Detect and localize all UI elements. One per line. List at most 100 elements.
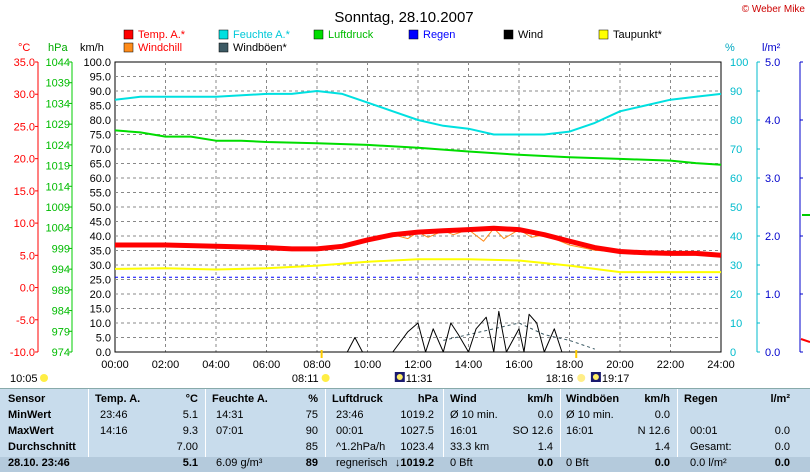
legend-label: Windböen*: [233, 42, 288, 54]
legend-swatch: [503, 29, 514, 40]
sun-moon-markers: 08:11 18:16 11:31 19:17 10:05: [10, 350, 629, 385]
table-cell: 16:01: [566, 425, 594, 437]
table-cell: 0 Bft: [450, 457, 473, 469]
wind-tick-label: 85.0: [90, 101, 111, 113]
rain-tick-label: 0.0: [765, 347, 780, 359]
table-cell: 90: [305, 425, 318, 437]
temp-tick-label: 15.0: [14, 186, 35, 198]
table-column-divider: [205, 389, 206, 472]
x-tick-label: 12:00: [404, 359, 432, 371]
humidity-tick-label: 50: [730, 202, 742, 214]
x-tick-label: 16:00: [505, 359, 533, 371]
sun-icon: [40, 374, 48, 382]
x-tick-label: 02:00: [152, 359, 180, 371]
table-cell: 0.0: [654, 457, 670, 469]
table-cell: 00:01: [690, 425, 718, 437]
wind-tick-label: 35.0: [90, 246, 111, 258]
pressure-tick-label: 1004: [46, 223, 70, 235]
temp-tick-label: 20.0: [14, 154, 35, 166]
x-tick-label: 00:00: [101, 359, 129, 371]
table-cell: °C: [185, 393, 198, 405]
left-time: 10:05: [10, 373, 38, 385]
sun-icon: [577, 374, 586, 382]
weather-chart: Sonntag, 28.10.2007 © Weber Mike Temp. A…: [10, 4, 810, 385]
temp-tick-label: 0.0: [20, 283, 35, 295]
temp-tick-label: 30.0: [14, 89, 35, 101]
wind-tick-label: 90.0: [90, 86, 111, 98]
table-cell: MaxWert: [8, 425, 54, 437]
legend-swatch: [313, 29, 324, 40]
table-cell: 1027.5: [400, 425, 434, 437]
table-cell: 23:46: [100, 409, 128, 421]
table-cell: Gesamt:: [690, 441, 732, 453]
temp-tick-label: 5.0: [20, 250, 35, 262]
series-wind: [115, 310, 721, 353]
wind-tick-label: 40.0: [90, 231, 111, 243]
series-temp-a: [115, 225, 722, 258]
legend-swatch: [123, 29, 134, 40]
table-cell: SO 12.6: [512, 425, 553, 437]
sunset-time: 18:16: [546, 373, 574, 385]
table-cell: 33.3 km: [450, 441, 490, 453]
humidity-tick-label: 70: [730, 144, 742, 156]
table-cell: 85: [305, 441, 318, 453]
humidity-tick-label: 20: [730, 289, 742, 301]
x-tick-label: 04:00: [202, 359, 230, 371]
legend-label: Temp. A.*: [138, 29, 186, 41]
table-column-divider: [677, 389, 678, 472]
moon-disc: [592, 374, 599, 380]
temp-tick-label: 35.0: [14, 57, 35, 69]
table-cell: 07:01: [216, 425, 244, 437]
temp-tick-label: 25.0: [14, 121, 35, 133]
table-cell: N 12.6: [637, 425, 670, 437]
table-row: MinWert 23:46 5.1 14:31 75 23:46 1019.2 Ø 10 mi…: [0, 409, 810, 424]
legend-label: Windchill: [138, 42, 182, 54]
wind-tick-label: 95.0: [90, 72, 111, 84]
table-cell: 0.0: [774, 425, 790, 437]
wind-unit-label: km/h: [80, 42, 104, 54]
table-cell: 28.10. 23:46: [8, 457, 70, 469]
table-cell: MinWert: [8, 409, 52, 421]
table-cell: 5.1: [182, 409, 198, 421]
table-cell: 0.0: [537, 457, 553, 469]
legend-label: Luftdruck: [328, 29, 374, 41]
legend-swatch: [598, 29, 609, 40]
rain-tick-label: 3.0: [765, 173, 780, 185]
table-cell: 89: [305, 457, 318, 469]
wind-tick-label: 0.0: [96, 347, 111, 359]
wind-tick-label: 75.0: [90, 130, 111, 142]
table-cell: 14:31: [216, 409, 244, 421]
wind-tick-label: 20.0: [90, 289, 111, 301]
table-cell: 23:46: [336, 409, 364, 421]
table-cell: Temp. A.: [95, 393, 141, 405]
table-cell: Durchschnitt: [8, 441, 76, 453]
series-feuchte-a: [114, 90, 722, 136]
series-taupunkt: [114, 258, 721, 274]
table-cell: Ø 10 min.: [566, 409, 614, 421]
wind-tick-label: 5.0: [96, 333, 111, 345]
series-windb-en: [443, 322, 595, 350]
table-cell: 75: [305, 409, 318, 421]
table-cell: 0 Bft: [566, 457, 589, 469]
pressure-tick-label: 1009: [46, 202, 70, 214]
legend-swatch: [218, 29, 229, 40]
credit-label: © Weber Mike: [742, 4, 806, 15]
moonset-time: 19:17: [602, 373, 630, 385]
moonrise-time: 11:31: [406, 373, 433, 385]
temp-tick-label: -5.0: [16, 315, 35, 327]
legend-label: Wind: [518, 29, 543, 41]
chart-title: Sonntag, 28.10.2007: [334, 9, 473, 26]
humidity-tick-label: 0: [730, 347, 736, 359]
wind-tick-label: 60.0: [90, 173, 111, 185]
table-cell: Windböen: [566, 393, 620, 405]
table-cell: Feuchte A.: [212, 393, 268, 405]
pressure-tick-label: 1019: [46, 161, 70, 173]
x-tick-label: 18:00: [556, 359, 584, 371]
wind-tick-label: 10.0: [90, 318, 111, 330]
table-column-divider: [443, 389, 444, 472]
wind-tick-label: 50.0: [90, 202, 111, 214]
temp-tick-label: 10.0: [14, 218, 35, 230]
pressure-tick-label: 994: [52, 264, 70, 276]
chart-legend: Temp. A.* Feuchte A.* Luftdruck Regen Wind Ta…: [123, 29, 663, 54]
table-cell: regnerisch: [336, 457, 388, 469]
